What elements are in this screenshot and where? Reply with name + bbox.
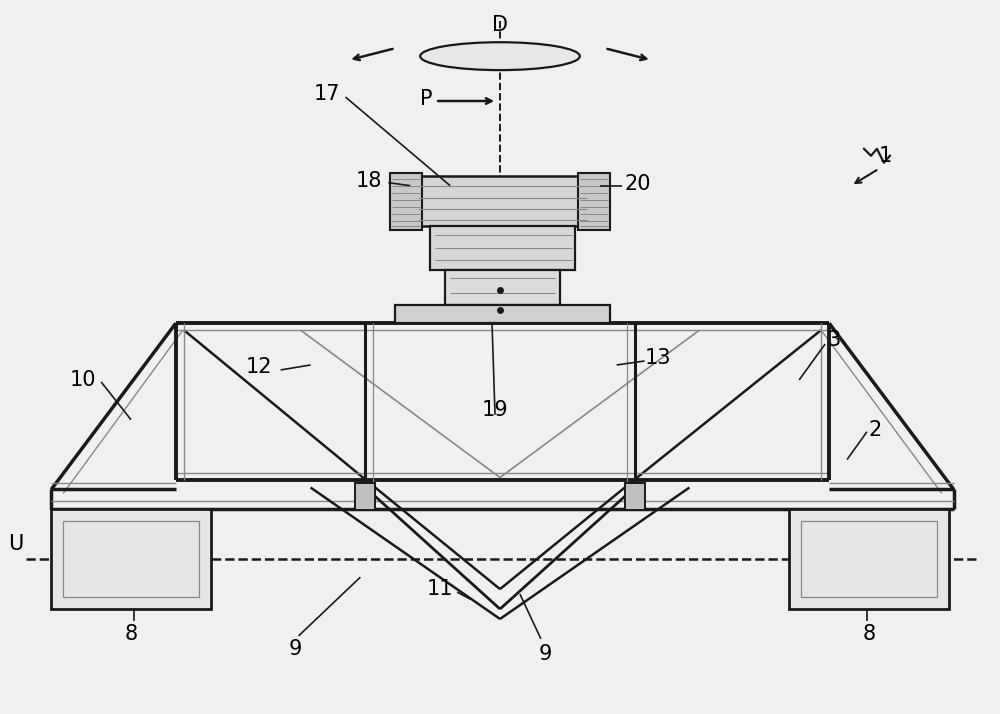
Bar [801, 521, 937, 597]
Text: 1: 1 [879, 146, 892, 166]
Bar [578, 173, 610, 231]
Text: 11: 11 [427, 579, 453, 599]
Text: 13: 13 [645, 348, 671, 368]
Text: 9: 9 [289, 639, 302, 659]
Text: 8: 8 [124, 624, 138, 644]
Bar [430, 226, 575, 271]
Text: 12: 12 [246, 357, 273, 377]
Text: D: D [492, 15, 508, 35]
Text: U: U [8, 534, 23, 554]
Text: 3: 3 [827, 330, 840, 350]
Bar [445, 271, 560, 305]
Bar [625, 483, 645, 511]
Bar [63, 521, 199, 597]
Text: P: P [420, 89, 432, 109]
Text: 8: 8 [862, 624, 876, 644]
Text: 19: 19 [482, 400, 508, 420]
Text: 9: 9 [538, 644, 552, 664]
Text: 18: 18 [356, 171, 382, 191]
Bar [395, 305, 610, 323]
Bar [355, 483, 375, 511]
Ellipse shape [420, 42, 580, 70]
Text: 10: 10 [70, 370, 96, 390]
Text: 17: 17 [314, 84, 340, 104]
Bar [415, 176, 590, 226]
Text: 20: 20 [625, 174, 651, 193]
Bar [51, 509, 211, 609]
Text: 2: 2 [869, 420, 882, 440]
Bar [789, 509, 949, 609]
Bar [390, 173, 422, 231]
